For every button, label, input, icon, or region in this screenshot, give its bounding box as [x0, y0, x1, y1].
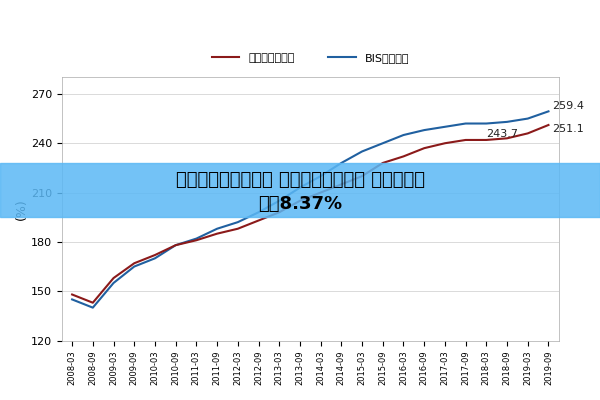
BIS总杠杆率 — [483, 121, 490, 126]
BIS总杠杆率 — [131, 264, 138, 269]
BIS总杠杆率 — [421, 128, 428, 132]
社科院总杠杆率 — [524, 131, 532, 136]
社科院总杠杆率 — [379, 160, 386, 165]
社科院总杠杆率 — [483, 138, 490, 142]
BIS总杠杆率 — [89, 305, 97, 310]
BIS总杠杆率 — [379, 141, 386, 146]
社科院总杠杆率 — [151, 253, 158, 258]
社科院总杠杆率 — [275, 210, 283, 215]
BIS总杠杆率 — [400, 133, 407, 138]
BIS总杠杆率 — [462, 121, 469, 126]
社科院总杠杆率 — [89, 300, 97, 305]
Line: BIS总杠杆率: BIS总杠杆率 — [72, 111, 548, 308]
BIS总杠杆率 — [338, 160, 345, 165]
社科院总杠杆率 — [442, 141, 449, 146]
BIS总杠杆率 — [545, 109, 552, 114]
社科院总杠杆率 — [110, 276, 117, 280]
社科院总杠杆率 — [131, 261, 138, 266]
社科院总杠杆率 — [338, 182, 345, 187]
BIS总杠杆率 — [255, 210, 262, 215]
BIS总杠杆率 — [68, 297, 76, 302]
Y-axis label: (%): (%) — [15, 198, 28, 220]
BIS总杠杆率 — [151, 256, 158, 261]
Text: 大跌8.37%: 大跌8.37% — [258, 195, 342, 213]
社科院总杠杆率 — [193, 238, 200, 243]
Line: 社科院总杠杆率: 社科院总杠杆率 — [72, 125, 548, 303]
Legend: 社科院总杠杆率, BIS总杠杆率: 社科院总杠杆率, BIS总杠杆率 — [207, 49, 413, 68]
Text: 股票杠杆在哪里办理 寰泰生技盘中异动 下午盘股价: 股票杠杆在哪里办理 寰泰生技盘中异动 下午盘股价 — [176, 171, 425, 189]
BIS总杠杆率 — [234, 220, 241, 224]
社科院总杠杆率 — [214, 231, 221, 236]
社科院总杠杆率 — [545, 122, 552, 127]
BIS总杠杆率 — [524, 116, 532, 121]
社科院总杠杆率 — [68, 292, 76, 297]
社科院总杠杆率 — [462, 138, 469, 142]
BIS总杠杆率 — [193, 236, 200, 241]
BIS总杠杆率 — [358, 149, 365, 154]
社科院总杠杆率 — [172, 243, 179, 248]
Text: 243.7: 243.7 — [487, 129, 518, 139]
BIS总杠杆率 — [317, 174, 324, 178]
社科院总杠杆率 — [317, 190, 324, 195]
社科院总杠杆率 — [296, 198, 304, 203]
社科院总杠杆率 — [503, 136, 511, 141]
社科院总杠杆率 — [255, 218, 262, 223]
BIS总杠杆率 — [296, 185, 304, 190]
BIS总杠杆率 — [110, 280, 117, 285]
Text: 259.4: 259.4 — [553, 101, 584, 111]
BIS总杠杆率 — [214, 226, 221, 231]
BIS总杠杆率 — [172, 243, 179, 248]
社科院总杠杆率 — [421, 146, 428, 150]
社科院总杠杆率 — [234, 226, 241, 231]
社科院总杠杆率 — [400, 154, 407, 159]
BIS总杠杆率 — [503, 120, 511, 124]
BIS总杠杆率 — [442, 124, 449, 129]
BIS总杠杆率 — [275, 198, 283, 203]
社科院总杠杆率 — [358, 174, 365, 178]
Text: 251.1: 251.1 — [553, 124, 584, 134]
